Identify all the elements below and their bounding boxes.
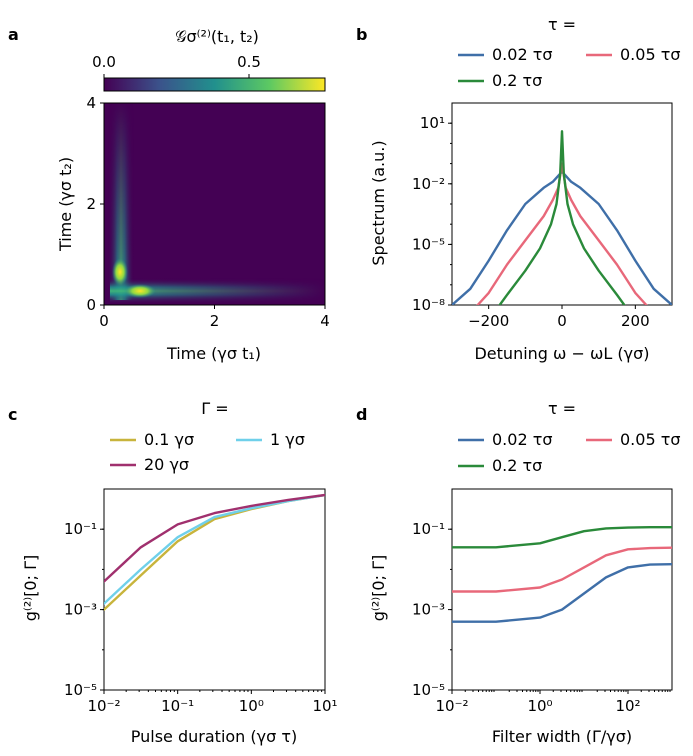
- panel-d-xlabel: Filter width (Γ/γσ): [492, 727, 632, 746]
- panel-label-b: b: [356, 25, 367, 44]
- d-plot-frame: [451, 488, 673, 691]
- legend-label-2: 0.2 τσ: [492, 456, 542, 475]
- c-plot-frame: [103, 488, 326, 691]
- series-line-1: [476, 162, 648, 305]
- ytick-label: 10⁻¹: [412, 520, 445, 538]
- xtick-label: 200: [621, 312, 650, 330]
- panel-a-ytick-label: 4: [86, 94, 96, 112]
- legend-label-2: 0.2 τσ: [492, 71, 542, 90]
- heatmap-background: [104, 103, 325, 305]
- panel-a-ytick-label: 0: [86, 296, 96, 314]
- legend-label-0: 0.02 τσ: [492, 45, 552, 64]
- series-line-2: [104, 493, 325, 583]
- ytick-label: 10⁻²: [412, 175, 445, 193]
- xtick-label: −200: [468, 312, 509, 330]
- colorbar-tick-1: 0.5: [237, 53, 261, 71]
- panel-d-legend-title: τ =: [548, 399, 576, 418]
- series-line-1: [452, 546, 672, 593]
- panel-c-legend-title: Γ =: [201, 399, 228, 418]
- panel-b-plot: −200 0 200 10⁻⁸ 10⁻⁵ 10⁻² 10¹: [412, 102, 673, 330]
- panel-a-xtick-label: 2: [210, 312, 220, 330]
- series-line-2: [452, 526, 672, 549]
- panel-label-c: c: [8, 405, 17, 424]
- panel-b-legend-title: τ =: [548, 15, 576, 34]
- ytick-label: 10⁻⁵: [412, 235, 445, 253]
- legend-label-1: 0.05 τσ: [620, 430, 680, 449]
- panel-d-plot: 10⁻² 10⁰ 10² 10⁻⁵ 10⁻³ 10⁻¹: [412, 488, 673, 715]
- panel-d-legend: 0.02 τσ 0.05 τσ 0.2 τσ: [458, 430, 680, 475]
- panel-b-spectrum: τ = 0.02 τσ 0.05 τσ 0.2 τσ −200 0 200 10⁻⁸ 10⁻…: [369, 15, 680, 363]
- ytick-label: 10⁻¹: [64, 520, 97, 538]
- panel-label-a: a: [8, 25, 19, 44]
- xtick-label: 10⁻¹: [161, 697, 194, 715]
- heatmap-hotspot-vertical: [112, 258, 128, 286]
- series-line-2: [498, 130, 626, 305]
- xtick-label: 10⁻²: [435, 697, 468, 715]
- panel-d-ylabel: g⁽²⁾[0; Γ]: [369, 555, 388, 621]
- panel-a-xtick-label: 4: [320, 312, 330, 330]
- xtick-label: 10⁰: [527, 697, 552, 715]
- legend-label-0: 0.02 τσ: [492, 430, 552, 449]
- panel-c-plot: 10⁻² 10⁻¹ 10⁰ 10¹ 10⁻⁵ 10⁻³ 10⁻¹: [64, 488, 338, 715]
- panel-a-ticks: 0 2 4 0 2 4: [86, 94, 329, 330]
- panel-a-xtick-label: 0: [99, 312, 109, 330]
- xtick-label: 0: [557, 312, 567, 330]
- panel-a-heatmap: 𝒢σ⁽²⁾(t₁, t₂) 0.0 0.5 0 2 4 0 2 4 Time (γσ t₁…: [56, 27, 330, 363]
- ytick-label: 10⁻³: [64, 601, 97, 619]
- ytick-label: 10⁻⁸: [412, 296, 445, 314]
- panel-a-ytick-label: 2: [86, 195, 96, 213]
- panel-label-d: d: [356, 405, 367, 424]
- legend-label-2: 20 γσ: [144, 455, 189, 474]
- panel-b-ylabel: Spectrum (a.u.): [369, 140, 388, 265]
- ytick-label: 10⁻⁵: [64, 681, 97, 699]
- ytick-label: 10⁻⁵: [412, 681, 445, 699]
- series-line-0: [452, 170, 672, 305]
- xtick-label: 10²: [615, 697, 640, 715]
- panel-c-xlabel: Pulse duration (γσ τ): [131, 727, 297, 746]
- ytick-label: 10¹: [420, 114, 445, 132]
- panel-a-ylabel: Time (γσ t₂): [56, 157, 75, 252]
- panel-c-ylabel: g⁽²⁾[0; Γ]: [21, 555, 40, 621]
- xtick-label: 10⁰: [239, 697, 264, 715]
- ytick-label: 10⁻³: [412, 601, 445, 619]
- panel-b-legend: 0.02 τσ 0.05 τσ 0.2 τσ: [458, 45, 680, 90]
- series-line-0: [452, 563, 672, 623]
- xtick-label: 10¹: [312, 697, 337, 715]
- legend-label-1: 1 γσ: [270, 430, 305, 449]
- colorbar-label: 𝒢σ⁽²⁾(t₁, t₂): [175, 27, 259, 46]
- legend-label-1: 0.05 τσ: [620, 45, 680, 64]
- legend-label-0: 0.1 γσ: [144, 430, 194, 449]
- heatmap-hotspot-horizontal: [124, 284, 156, 298]
- panel-b-xlabel: Detuning ω − ωL (γσ): [474, 344, 649, 363]
- panel-d-g2-vs-filter: τ = 0.02 τσ 0.05 τσ0.2 τσ 10⁻² 10⁰ 10²10⁻⁵1…: [369, 399, 680, 746]
- colorbar: [103, 77, 326, 92]
- panel-a-xlabel: Time (γσ t₁): [166, 344, 261, 363]
- panel-c-legend: 0.1 γσ 1 γσ 20 γσ: [110, 430, 305, 474]
- colorbar-tick-0: 0.0: [92, 53, 116, 71]
- xtick-label: 10⁻²: [87, 697, 120, 715]
